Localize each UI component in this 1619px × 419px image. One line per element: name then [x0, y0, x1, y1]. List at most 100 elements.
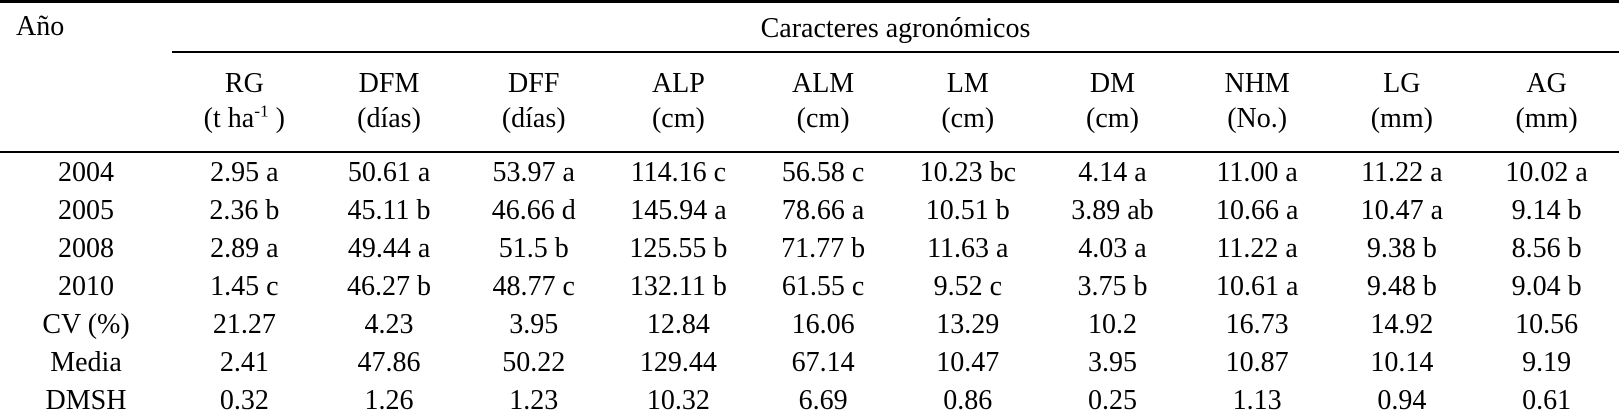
unit-text: (días): [357, 103, 421, 134]
value-cell-cv-rg: 21.27: [212, 308, 276, 340]
column-unit-alp: (cm): [606, 101, 751, 153]
table-body: 2004 2.95 a 50.61 a 53.97 a 114.16 c 56.58 c 1…: [0, 152, 1619, 419]
value-cell-2010-lm: 9.52 c: [933, 270, 1002, 302]
value-cell-2010-lg: 9.48 b: [1366, 270, 1437, 302]
row-label-2008: 2008: [58, 232, 114, 264]
unit-text: (días): [501, 103, 566, 134]
unit-superscript: -1: [254, 101, 269, 121]
value-cell-media-lm: 10.47: [936, 346, 1000, 378]
value-cell-2008-dff: 51.5 b: [498, 232, 569, 264]
value-cell-2010-alm: 61.55 c: [781, 270, 865, 302]
value-cell-2004-dfm: 50.61 a: [347, 156, 431, 188]
value-cell-media-rg: 2.41: [219, 346, 269, 378]
value-cell-2005-lg: 10.47 a: [1360, 194, 1444, 226]
value-cell-dmsh-rg: 0.32: [219, 384, 269, 416]
unit-text: (No.): [1227, 103, 1288, 134]
value-cell-media-dfm: 47.86: [357, 346, 421, 378]
value-cell-media-ag: 9.19: [1522, 346, 1572, 378]
column-unit-dm: (cm): [1040, 101, 1185, 153]
column-unit-nhm: (No.): [1184, 101, 1330, 153]
value-cell-cv-dm: 10.2: [1087, 308, 1137, 340]
column-header-alp: ALP: [651, 68, 705, 99]
value-cell-2008-alm: 71.77 b: [781, 232, 866, 264]
value-cell-cv-lg: 14.92: [1370, 308, 1434, 340]
column-header-ag: AG: [1526, 68, 1567, 99]
unit-text: (cm): [941, 103, 995, 134]
value-cell-cv-nhm: 16.73: [1225, 308, 1289, 340]
value-cell-2004-ag: 10.02 a: [1505, 156, 1588, 188]
column-header-nhm: NHM: [1224, 68, 1290, 99]
value-cell-dmsh-lm: 0.86: [943, 384, 993, 416]
value-cell-2004-lm: 10.23 bc: [919, 156, 1016, 188]
row-label-2010: 2010: [58, 270, 114, 302]
value-cell-2008-lg: 9.38 b: [1366, 232, 1437, 264]
value-cell-2010-ag: 9.04 b: [1511, 270, 1582, 302]
table-row-2010: 2010 1.45 c 46.27 b 48.77 c 132.11 b 61.55 c 9…: [0, 267, 1619, 305]
value-cell-media-nhm: 10.87: [1225, 346, 1289, 378]
group-header-row: Año Caracteres agronómicos: [0, 1, 1619, 153]
column-unit-dff: (días): [461, 101, 607, 153]
value-cell-2004-alm: 56.58 c: [781, 156, 865, 188]
value-cell-2004-dm: 4.14 a: [1078, 156, 1147, 188]
value-cell-2008-ag: 8.56 b: [1511, 232, 1582, 264]
value-cell-media-lg: 10.14: [1370, 346, 1434, 378]
table-row-2008: 2008 2.89 a 49.44 a 51.5 b 125.55 b 71.77 b 11…: [0, 229, 1619, 267]
value-cell-media-alm: 67.14: [791, 346, 855, 378]
unit-text: (mm): [1515, 103, 1578, 134]
value-cell-2005-alm: 78.66 a: [781, 194, 865, 226]
column-unit-dfm: (días): [316, 101, 462, 153]
unit-text: (mm): [1370, 103, 1433, 134]
table-header: Año Caracteres agronómicos RG DFM DFF ALP AL…: [0, 1, 1619, 153]
value-cell-2005-nhm: 10.66 a: [1215, 194, 1299, 226]
table-row-2004: 2004 2.95 a 50.61 a 53.97 a 114.16 c 56.58 c 1…: [0, 152, 1619, 191]
value-cell-cv-dfm: 4.23: [364, 308, 414, 340]
column-header-alm: ALM: [791, 68, 855, 99]
value-cell-dmsh-dff: 1.23: [509, 384, 559, 416]
value-cell-2010-alp: 132.11 b: [629, 270, 727, 302]
value-cell-2004-alp: 114.16 c: [630, 156, 727, 188]
value-cell-2008-rg: 2.89 a: [210, 232, 279, 264]
table-row-media: Media 2.41 47.86 50.22 129.44 67.14 10.47 3.95 1…: [0, 343, 1619, 381]
column-header-lg: LG: [1383, 68, 1421, 99]
value-cell-2004-dff: 53.97 a: [492, 156, 575, 188]
value-cell-2010-dff: 48.77 c: [492, 270, 575, 302]
value-cell-2008-nhm: 11.22 a: [1216, 232, 1298, 264]
value-cell-dmsh-dfm: 1.26: [364, 384, 414, 416]
value-cell-2005-dff: 46.66 d: [491, 194, 576, 226]
value-cell-cv-alp: 12.84: [646, 308, 710, 340]
unit-text: (cm): [651, 103, 705, 134]
row-label-dmsh: DMSH: [45, 384, 127, 416]
value-cell-2005-alp: 145.94 a: [630, 194, 727, 226]
value-cell-media-dff: 50.22: [502, 346, 566, 378]
unit-text: (cm): [1086, 103, 1139, 134]
unit-text: (cm): [796, 103, 850, 134]
column-header-dm: DM: [1089, 68, 1136, 99]
value-cell-2008-dm: 4.03 a: [1078, 232, 1147, 264]
table-row-2005: 2005 2.36 b 45.11 b 46.66 d 145.94 a 78.66 a 1…: [0, 191, 1619, 229]
column-unit-lm: (cm): [895, 101, 1041, 153]
value-cell-dmsh-nhm: 1.13: [1232, 384, 1282, 416]
row-label-cv: CV (%): [42, 308, 130, 340]
column-unit-lg: (mm): [1329, 101, 1475, 153]
value-cell-2005-rg: 2.36 b: [209, 194, 280, 226]
value-cell-dmsh-lg: 0.94: [1377, 384, 1427, 416]
group-header: Caracteres agronómicos: [172, 1, 1619, 53]
row-label-2005: 2005: [58, 194, 114, 226]
value-cell-cv-ag: 10.56: [1515, 308, 1579, 340]
column-unit-alm: (cm): [750, 101, 896, 153]
value-cell-2008-dfm: 49.44 a: [347, 232, 431, 264]
value-cell-2008-lm: 11.63 a: [927, 232, 1009, 264]
column-unit-rg: (t ha-1 ): [172, 101, 317, 153]
value-cell-media-dm: 3.95: [1087, 346, 1137, 378]
value-cell-cv-dff: 3.95: [509, 308, 559, 340]
row-label-media: Media: [50, 346, 122, 378]
value-cell-dmsh-ag: 0.61: [1522, 384, 1572, 416]
value-cell-2010-rg: 1.45 c: [210, 270, 279, 302]
unit-text: (t ha: [203, 103, 255, 134]
table-row-cv: CV (%) 21.27 4.23 3.95 12.84 16.06 13.29 10.2 16…: [0, 305, 1619, 343]
value-cell-2005-dfm: 45.11 b: [347, 194, 431, 226]
value-cell-2005-ag: 9.14 b: [1511, 194, 1582, 226]
value-cell-dmsh-alp: 10.32: [646, 384, 710, 416]
value-cell-2010-nhm: 10.61 a: [1215, 270, 1299, 302]
